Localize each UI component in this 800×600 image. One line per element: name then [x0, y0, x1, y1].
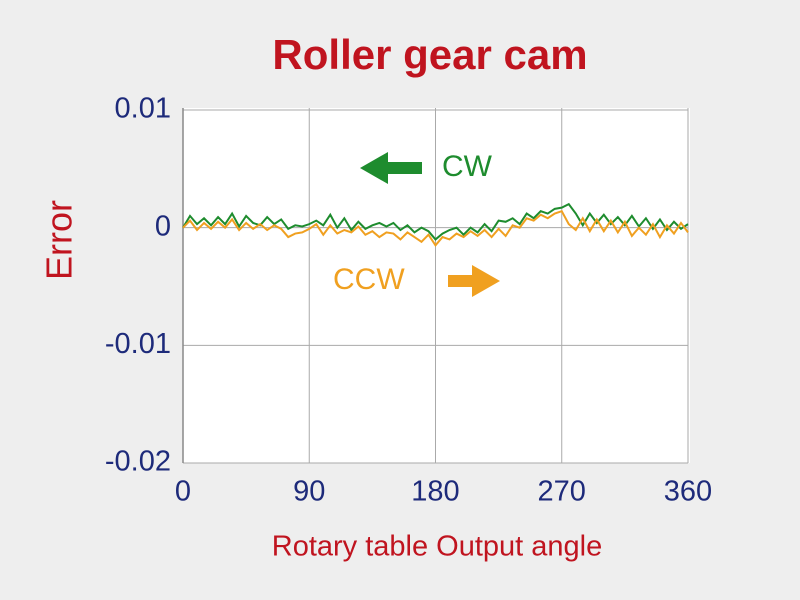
y-tick-label: 0	[155, 210, 171, 242]
cw-arrow	[360, 152, 422, 184]
x-tick-label: 360	[664, 476, 712, 508]
x-tick-label: 180	[411, 476, 459, 508]
x-tick-label: 270	[538, 476, 586, 508]
series-line	[182, 202, 689, 241]
y-tick-label: -0.01	[105, 328, 171, 360]
y-tick-label: 0.01	[115, 93, 171, 125]
y-axis-label: Error	[39, 200, 80, 280]
series-line	[182, 209, 689, 247]
x-tick-label: 90	[293, 476, 325, 508]
ccw-arrow	[448, 265, 500, 297]
chart-title: Roller gear cam	[272, 31, 587, 78]
legend-label: CCW	[333, 263, 405, 296]
plot-area	[183, 108, 690, 463]
y-tick-label: -0.02	[105, 446, 171, 478]
legend-label: CW	[442, 150, 493, 183]
x-tick-label: 0	[175, 476, 191, 508]
x-axis-label: Rotary table Output angle	[272, 531, 602, 563]
